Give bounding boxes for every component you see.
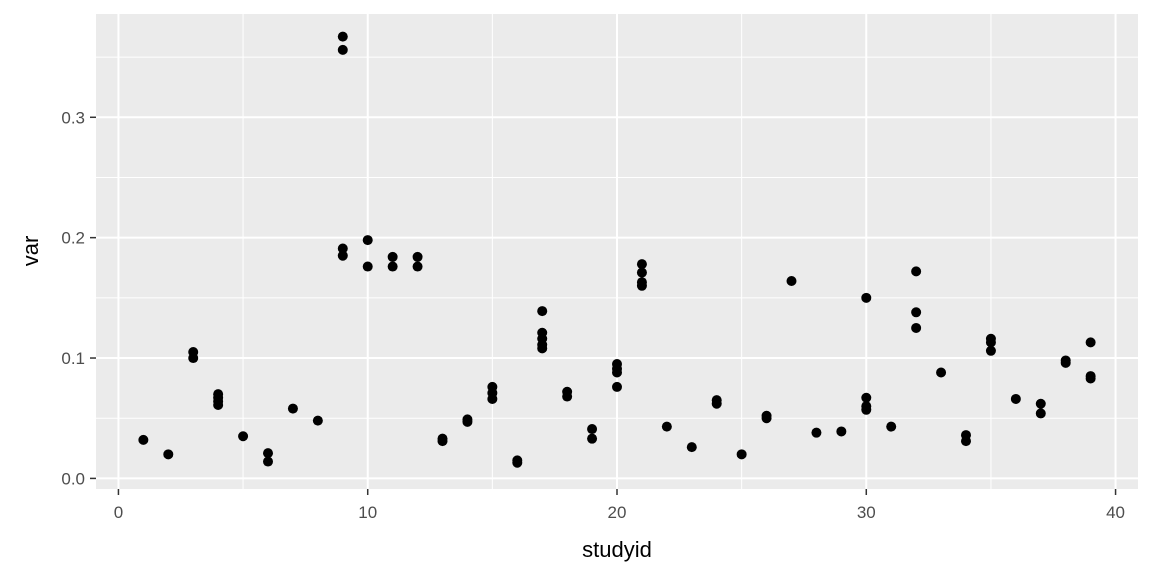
y-axis-tick-label: 0.1: [61, 349, 85, 368]
data-point: [612, 381, 622, 392]
data-point: [1035, 408, 1046, 419]
y-axis-tick-label: 0.2: [61, 229, 85, 248]
data-point: [1060, 357, 1071, 368]
data-point: [636, 280, 647, 291]
data-point: [537, 306, 548, 317]
data-point: [711, 398, 722, 409]
data-point: [886, 421, 897, 432]
data-point: [387, 251, 398, 262]
data-point: [1085, 337, 1096, 348]
data-point: [661, 421, 672, 432]
data-point: [387, 261, 398, 272]
data-point: [337, 250, 348, 261]
data-point: [587, 433, 598, 444]
x-axis-tick-label: 30: [857, 503, 876, 522]
data-point: [487, 393, 498, 404]
data-point: [985, 337, 996, 348]
x-axis-tick-label: 10: [358, 503, 377, 522]
data-point: [362, 261, 373, 272]
data-point: [861, 404, 872, 415]
data-points: [138, 31, 1096, 468]
y-axis-tick-labels: 0.0 0.1 0.2 0.3: [61, 108, 85, 488]
data-point: [1035, 398, 1046, 409]
data-point: [960, 436, 971, 447]
data-point: [188, 353, 199, 364]
axis-ticks: [90, 116, 1117, 495]
data-point: [138, 434, 149, 445]
data-point: [636, 267, 647, 278]
data-point: [337, 31, 348, 42]
data-point: [786, 275, 797, 286]
data-point: [437, 436, 448, 447]
data-point: [163, 449, 174, 460]
data-point: [861, 292, 872, 303]
data-point: [362, 235, 373, 246]
data-point: [412, 251, 423, 262]
data-point: [213, 399, 224, 410]
x-axis-tick-label: 0: [114, 503, 123, 522]
data-point: [636, 259, 647, 270]
data-point: [861, 392, 872, 403]
data-point: [312, 415, 323, 426]
data-point: [512, 457, 523, 468]
data-point: [412, 261, 423, 272]
data-point: [811, 427, 822, 438]
y-axis-title: var: [18, 236, 43, 267]
data-point: [238, 431, 249, 442]
x-axis-title: studyid: [582, 537, 652, 562]
data-point: [337, 44, 348, 55]
data-point: [587, 424, 598, 435]
data-point: [936, 367, 947, 378]
y-axis-tick-label: 0.0: [61, 469, 85, 488]
data-point: [761, 413, 772, 424]
data-point: [985, 345, 996, 356]
x-axis-tick-label: 20: [608, 503, 627, 522]
data-point: [263, 456, 274, 467]
data-point: [911, 307, 922, 318]
y-axis-tick-label: 0.3: [61, 108, 85, 127]
data-point: [537, 343, 548, 354]
data-point: [612, 367, 622, 378]
data-point: [686, 442, 697, 453]
data-point: [836, 426, 847, 437]
data-point: [911, 322, 922, 333]
x-axis-tick-labels: 0 10 20 30 40: [114, 503, 1125, 522]
major-gridlines: [96, 14, 1138, 489]
data-point: [263, 448, 274, 459]
data-point: [562, 391, 573, 402]
data-point: [736, 449, 747, 460]
data-point: [911, 266, 922, 277]
data-point: [287, 403, 298, 414]
data-point: [1085, 373, 1096, 384]
data-point: [1010, 393, 1021, 404]
data-point: [462, 416, 473, 427]
x-axis-tick-label: 40: [1106, 503, 1125, 522]
data-point: [337, 243, 348, 254]
